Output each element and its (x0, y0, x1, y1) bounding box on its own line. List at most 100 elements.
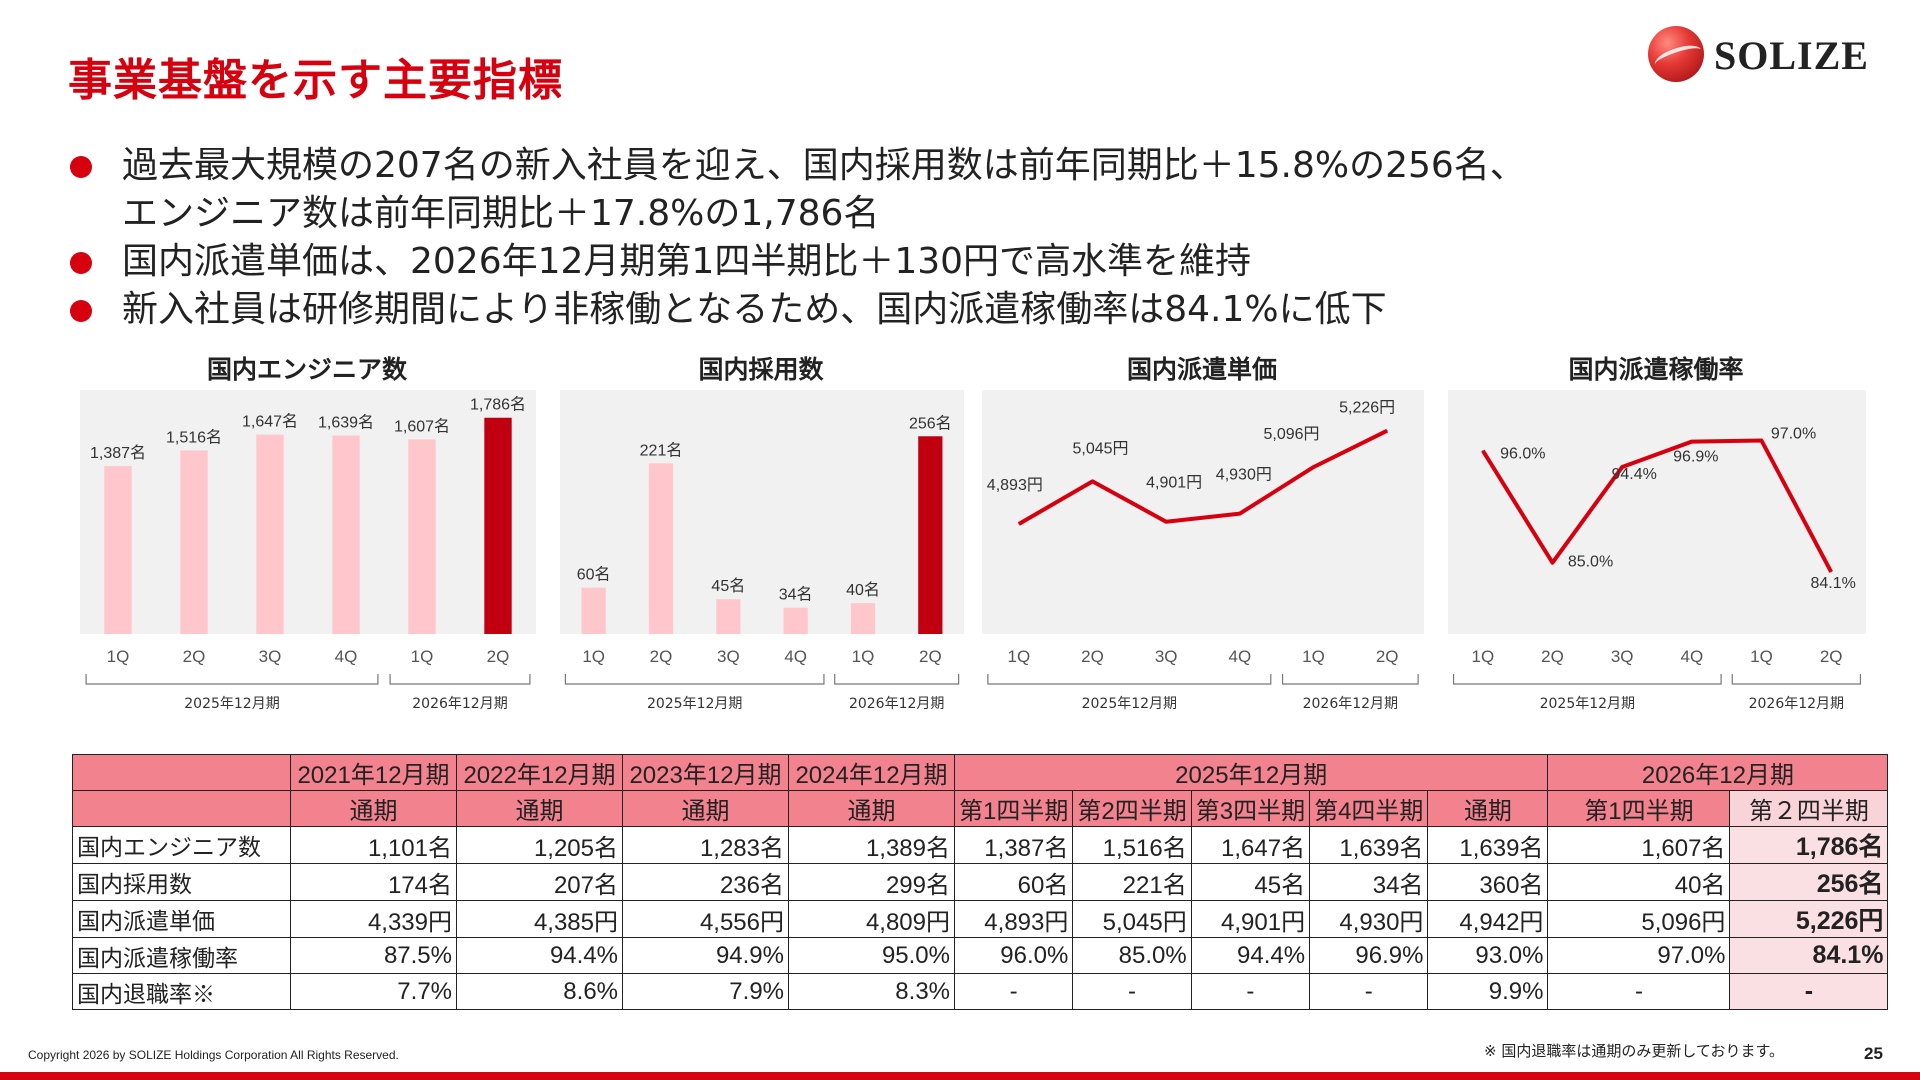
group-bracket (389, 674, 531, 685)
table-cell: 5,096円 (1547, 900, 1731, 938)
plot-background (560, 390, 964, 634)
bar (648, 463, 674, 634)
table-row-label: 国内派遣稼働率 (72, 937, 291, 974)
page-number: 25 (1864, 1044, 1883, 1063)
table-row-label: 国内エンジニア数 (72, 826, 291, 864)
group-label: 2025年12月期 (184, 696, 279, 712)
tick-label: 2Q (919, 647, 942, 666)
data-label: 1,387名 (90, 444, 146, 462)
chart-utilization-rate-svg: 96.0% 85.0% 94.4% 96.9% 97.0% 84.1% 1Q 2Q 3Q 4Q 1Q… (1448, 390, 1866, 712)
data-label: 1,786名 (470, 396, 526, 414)
table-header-cell (72, 790, 291, 827)
table-cell: 9.9% (1427, 973, 1549, 1010)
table-header-cell: 2021年12月期 (290, 754, 457, 791)
table-cell: 207名 (456, 863, 623, 901)
table-row: 国内派遣稼働率 87.5% 94.4% 94.9% 95.0% 96.0% 85.0% 94.… (72, 937, 1889, 974)
table-cell: 34名 (1309, 863, 1429, 901)
tick-label: 1Q (1302, 647, 1325, 666)
data-point (1552, 562, 1553, 564)
data-label: 221名 (640, 441, 683, 459)
data-point (1691, 441, 1693, 443)
bullet-list: 過去最大規模の207名の新入社員を迎え、国内採用数は前年同期比＋15.8%の25… (70, 142, 1870, 334)
data-label: 4,901円 (1146, 475, 1202, 492)
data-point (1386, 430, 1388, 432)
tick-label: 2Q (1541, 647, 1564, 666)
table-cell: 4,556円 (622, 900, 789, 938)
copyright: Copyright 2026 by SOLIZE Holdings Corpor… (28, 1048, 399, 1062)
table-cell: - (1190, 973, 1311, 1010)
table-cell: 94.4% (1190, 937, 1311, 974)
table-cell: 85.0% (1072, 937, 1192, 974)
data-label: 5,096円 (1263, 426, 1319, 443)
chart-hiring-count-svg: 60名 221名 45名 34名 40名 256名 1Q 2Q 3Q 4Q 1Q 2Q 2025年12月… (560, 390, 964, 712)
data-point (1830, 571, 1832, 573)
group-bracket (85, 674, 379, 685)
table-header-cell: 第1四半期 (953, 790, 1074, 827)
group-label: 2025年12月期 (1540, 696, 1635, 712)
table-header-cell: 第1四半期 (1547, 790, 1731, 827)
group-label: 2026年12月期 (1749, 696, 1844, 712)
data-label: 34名 (779, 586, 813, 604)
table-header-cell: 通期 (622, 790, 789, 827)
group-bracket (987, 674, 1272, 685)
tick-label: 1Q (1750, 647, 1773, 666)
data-label: 5,045円 (1072, 440, 1128, 457)
tick-label: 4Q (1680, 647, 1703, 666)
table-header-cell: 2022年12月期 (456, 754, 623, 791)
table-row-label: 国内派遣単価 (72, 900, 291, 938)
table-row: 国内退職率※ 7.7% 8.6% 7.9% 8.3% - - - -9.9% - - (72, 973, 1889, 1010)
group-bracket (1731, 674, 1862, 685)
tick-label: 2Q (1376, 647, 1399, 666)
data-label: 256名 (909, 414, 952, 432)
tick-label: 1Q (852, 647, 875, 666)
chart-title: 国内エンジニア数 (206, 355, 407, 384)
table-row-label: 国内採用数 (72, 863, 291, 901)
tick-label: 4Q (784, 647, 807, 666)
table-cell: 5,226円 (1729, 900, 1889, 938)
table-cell: 93.0% (1427, 937, 1549, 974)
table-header-row: 2021年12月期 2022年12月期 2023年12月期 2024年12月期 … (72, 754, 1889, 791)
bullet-text: 過去最大規模の207名の新入社員を迎え、国内採用数は前年同期比＋15.8%の25… (122, 145, 1526, 186)
table-cell: 4,942円 (1427, 900, 1549, 938)
table-cell: 4,893円 (953, 900, 1074, 938)
data-label: 5,226円 (1339, 400, 1395, 417)
table-header-cell: 第2四半期 (1072, 790, 1192, 827)
data-point (1482, 450, 1484, 452)
chart-dispatch-price-svg: 4,893円 5,045円 4,901円 4,930円 5,096円 5,226円 1Q 2Q… (982, 390, 1424, 712)
chart-title: 国内派遣単価 (1126, 355, 1277, 384)
table-cell: 1,387名 (953, 826, 1074, 864)
table-subheader-row: 通期 通期 通期 通期 第1四半期 第2四半期 第3四半期 第4四半期 通期 第… (72, 790, 1889, 827)
table-header-cell: 2024年12月期 (788, 754, 955, 791)
group-bracket (834, 674, 960, 685)
table-header-cell: 第4四半期 (1309, 790, 1429, 827)
chart-engineer-count-svg: 1,387名 1,516名 1,647名 1,639名 1,607名 1,786名 1Q 2Q… (80, 390, 536, 712)
table-cell: - (953, 973, 1074, 1010)
table-cell: 4,901円 (1190, 900, 1311, 938)
table-cell: 4,339円 (290, 900, 457, 938)
data-point (1165, 521, 1167, 523)
tick-label: 2Q (183, 647, 206, 666)
data-label: 1,516名 (166, 428, 222, 446)
table-cell: 256名 (1729, 863, 1889, 901)
tick-label: 4Q (335, 647, 358, 666)
data-label: 94.4% (1611, 466, 1656, 483)
table-cell: 360名 (1427, 863, 1549, 901)
data-label: 4,930円 (1216, 467, 1272, 484)
table-cell: - (1309, 973, 1429, 1010)
group-label: 2026年12月期 (1303, 696, 1398, 712)
tick-label: 4Q (1228, 647, 1251, 666)
tick-label: 1Q (1471, 647, 1494, 666)
data-label: 60名 (577, 566, 611, 584)
tick-label: 1Q (411, 647, 434, 666)
footnote: ※ 国内退職率は通期のみ更新しております。 (1484, 1042, 1784, 1060)
table-cell: 1,607名 (1547, 826, 1731, 864)
table-row: 国内エンジニア数 1,101名 1,205名 1,283名 1,389名 1,387名 1,… (72, 826, 1889, 864)
table-row: 国内採用数 174名 207名 236名 299名 60名 221名 45名 34名 360名 40… (72, 863, 1889, 901)
table-cell: 174名 (290, 863, 457, 901)
table-header-cell: 通期 (456, 790, 623, 827)
table-cell: 4,930円 (1309, 900, 1429, 938)
bar (783, 607, 808, 634)
tick-label: 1Q (1007, 647, 1030, 666)
bullet-dot-icon (70, 300, 92, 322)
data-label: 1,647名 (242, 413, 298, 431)
